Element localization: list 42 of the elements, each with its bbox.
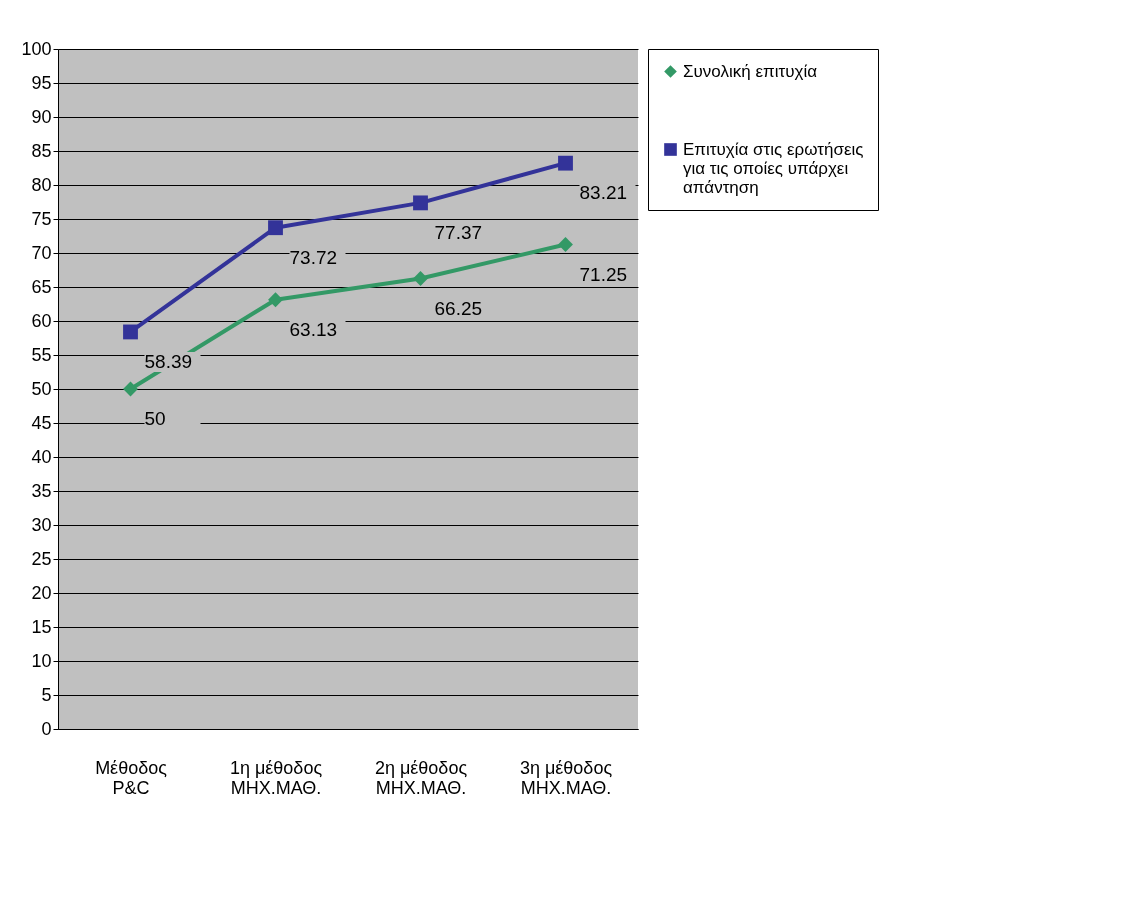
legend-label: Συνολική επιτυχία	[683, 61, 818, 81]
y-tick-label: 20	[31, 582, 52, 603]
y-tick-label: 90	[31, 106, 52, 127]
x-tick-label: 1η μέθοδος ΜΗΧ.ΜΑΘ.	[229, 757, 323, 798]
data-label: 66.25	[434, 297, 483, 319]
x-tick-label: Μέθοδος P&C	[95, 757, 168, 798]
y-tick-label: 5	[41, 684, 52, 705]
y-tick-label: 25	[31, 548, 52, 569]
y-tick-label: 50	[31, 378, 52, 399]
data-label: 58.39	[144, 350, 193, 372]
y-tick-label: 40	[31, 446, 52, 467]
y-tick-label: 35	[31, 480, 52, 501]
point	[413, 271, 428, 286]
y-tick-label: 75	[31, 208, 52, 229]
y-tick-label: 60	[31, 310, 52, 331]
y-tick-label: 30	[31, 514, 52, 535]
point	[413, 195, 428, 211]
data-label: 83.21	[579, 182, 628, 204]
data-label: 63.13	[289, 318, 338, 340]
y-tick-label: 15	[31, 616, 52, 637]
y-tick-label: 10	[31, 650, 52, 671]
y-tick-label: 0	[41, 718, 52, 739]
x-tick-label: 3η μέθοδος ΜΗΧ.ΜΑΘ.	[519, 757, 613, 798]
y-tick-label: 85	[31, 140, 52, 161]
y-tick-label: 65	[31, 276, 52, 297]
data-label: 50	[144, 408, 166, 429]
y-tick-label: 55	[31, 344, 52, 365]
y-tick-label: 95	[31, 72, 52, 93]
y-tick-label: 80	[31, 174, 52, 195]
data-label: 73.72	[289, 246, 338, 268]
y-tick-label: 45	[31, 412, 52, 433]
point	[268, 292, 283, 308]
data-label: 71.25	[579, 263, 628, 285]
y-tick-label: 100	[21, 38, 52, 59]
data-label: 77.37	[434, 221, 483, 243]
point	[558, 237, 573, 252]
legend-label: Επιτυχία στις ερωτήσεις για τις οποίες υπάρχει απάντηση	[683, 139, 864, 197]
x-tick-label: 2η μέθοδος ΜΗΧ.ΜΑΘ.	[374, 757, 468, 798]
y-tick-label: 70	[31, 242, 52, 263]
point	[123, 324, 138, 340]
point	[558, 155, 573, 171]
point	[268, 220, 283, 236]
